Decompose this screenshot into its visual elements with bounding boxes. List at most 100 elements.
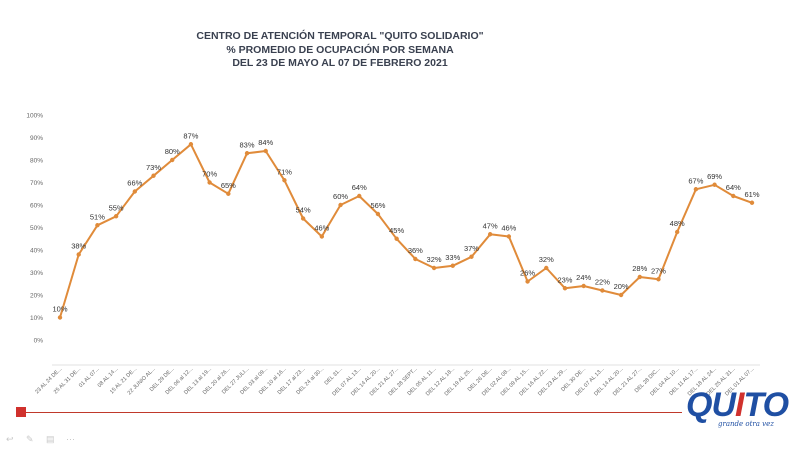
data-label: 28% xyxy=(632,264,647,273)
data-point xyxy=(263,148,268,154)
y-tick-label: 0% xyxy=(34,338,44,345)
quito-logo: QUITO grande otra vez xyxy=(686,386,789,436)
data-point xyxy=(113,214,119,219)
data-point xyxy=(244,151,250,156)
data-label: 38% xyxy=(71,242,86,251)
data-label: 27% xyxy=(651,266,666,275)
more-icon[interactable]: ⋯ xyxy=(66,434,75,444)
y-tick-label: 50% xyxy=(30,225,43,232)
data-point xyxy=(76,252,81,257)
footer-marker xyxy=(16,407,26,417)
chart-title-line-3: DEL 23 DE MAYO AL 07 DE FEBRERO 2021 xyxy=(232,57,448,69)
data-point xyxy=(319,234,325,239)
data-point xyxy=(413,256,418,262)
data-point xyxy=(188,142,194,147)
y-tick-label: 80% xyxy=(30,158,43,165)
data-point xyxy=(431,265,437,271)
series-ocupacion xyxy=(57,142,755,320)
data-point xyxy=(693,187,699,192)
data-label: 80% xyxy=(165,147,180,156)
data-point xyxy=(207,180,212,185)
data-point xyxy=(95,223,100,228)
data-label: 23% xyxy=(557,275,572,284)
slides-icon[interactable]: ▤ xyxy=(46,434,55,444)
y-tick-label: 40% xyxy=(30,248,43,255)
data-label: 33% xyxy=(445,253,460,262)
data-label: 71% xyxy=(277,167,292,176)
data-label: 45% xyxy=(389,226,404,235)
data-point xyxy=(600,288,605,293)
data-point xyxy=(300,216,306,221)
data-point xyxy=(581,283,586,289)
chart-title-line-2: % PROMEDIO DE OCUPACIÓN POR SEMANA xyxy=(226,43,454,56)
data-point xyxy=(618,292,624,298)
data-point xyxy=(544,265,549,271)
y-tick-label: 60% xyxy=(30,203,43,210)
y-tick-label: 100% xyxy=(26,113,43,120)
data-label: 37% xyxy=(464,244,479,253)
data-point xyxy=(712,182,717,187)
data-label: 22% xyxy=(595,278,610,287)
data-label: 46% xyxy=(501,224,516,233)
data-point xyxy=(562,286,568,291)
data-label: 32% xyxy=(427,255,442,264)
data-point xyxy=(57,315,63,320)
logo-wordmark: QUITO xyxy=(686,386,789,424)
data-label: 61% xyxy=(744,190,759,199)
data-label: 84% xyxy=(258,138,273,147)
data-label: 60% xyxy=(333,192,348,201)
data-point xyxy=(338,202,343,208)
data-point xyxy=(749,200,755,205)
data-point xyxy=(282,178,287,183)
data-label: 65% xyxy=(221,181,236,190)
data-label: 67% xyxy=(688,176,703,185)
data-point xyxy=(394,236,399,241)
footer-divider xyxy=(22,412,682,413)
data-label: 69% xyxy=(707,172,722,181)
data-label: 56% xyxy=(370,201,385,210)
data-label: 10% xyxy=(52,305,67,314)
y-tick-label: 10% xyxy=(30,315,43,322)
x-axis: 23 AL 24 DE...25 AL 31 DE...01 AL 07...0… xyxy=(34,364,760,397)
data-point xyxy=(637,274,642,280)
data-label: 36% xyxy=(408,246,423,255)
data-label: 66% xyxy=(127,179,142,188)
data-point xyxy=(226,191,231,196)
data-label: 47% xyxy=(483,221,498,230)
y-tick-label: 30% xyxy=(30,270,43,277)
y-tick-label: 90% xyxy=(30,135,43,142)
data-point xyxy=(151,173,156,178)
data-label: 32% xyxy=(539,255,554,264)
data-label: 48% xyxy=(670,219,685,228)
data-point xyxy=(487,232,493,237)
data-point xyxy=(674,229,680,235)
data-label: 46% xyxy=(314,224,329,233)
data-label: 54% xyxy=(296,206,311,215)
prev-slide-icon[interactable]: ↩ xyxy=(6,434,14,444)
data-label: 64% xyxy=(726,183,741,192)
data-point xyxy=(357,193,362,199)
y-tick-label: 70% xyxy=(30,180,43,187)
data-label: 24% xyxy=(576,273,591,282)
data-label: 20% xyxy=(614,282,629,291)
data-label: 26% xyxy=(520,269,535,278)
data-labels: 10% 38% 51% 55% 66% 73% 80%87% 70% 65% 83% 84% 71% 5… xyxy=(52,131,759,313)
data-label: 83% xyxy=(240,140,255,149)
data-point xyxy=(375,211,381,217)
logo-tagline: grande otra vez xyxy=(718,420,774,428)
data-point xyxy=(132,189,138,194)
y-tick-label: 20% xyxy=(30,293,43,300)
pen-icon[interactable]: ✎ xyxy=(26,434,34,444)
data-point xyxy=(170,157,175,163)
data-point xyxy=(506,234,512,239)
chart-title: CENTRO DE ATENCIÓN TEMPORAL "QUITO SOLID… xyxy=(140,30,540,71)
data-label: 64% xyxy=(352,183,367,192)
data-point xyxy=(469,254,474,259)
data-label: 51% xyxy=(90,212,105,221)
data-label: 70% xyxy=(202,170,217,179)
data-label: 87% xyxy=(183,131,198,140)
data-point xyxy=(450,263,455,268)
data-label: 73% xyxy=(146,163,161,172)
chart-title-line-1: CENTRO DE ATENCIÓN TEMPORAL "QUITO SOLID… xyxy=(196,30,484,42)
series-line xyxy=(59,143,753,318)
